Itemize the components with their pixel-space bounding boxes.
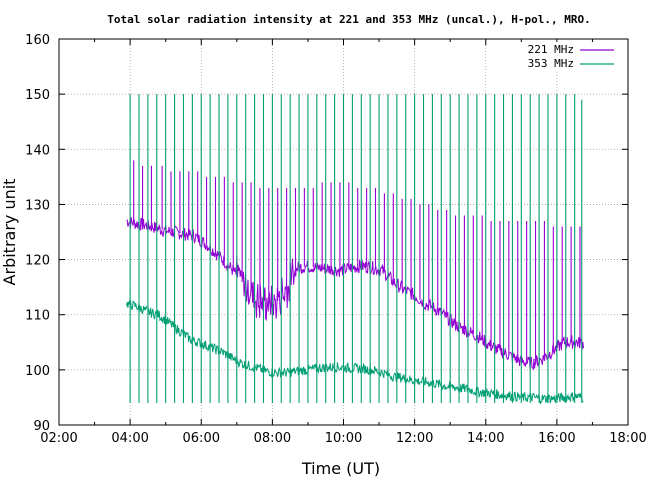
y-tick-label: 160 [25,33,50,48]
series-layer [126,94,584,405]
x-tick-label: 04:00 [111,431,148,446]
x-tick-label: 08:00 [254,431,291,446]
x-tick-label: 10:00 [325,431,362,446]
y-tick-label: 150 [25,88,50,103]
legend-background [520,42,624,70]
series-221-mhz [126,160,584,371]
y-tick-label: 110 [25,309,50,324]
series-line [126,217,584,371]
y-tick-label: 140 [25,143,50,158]
x-tick-label: 12:00 [396,431,433,446]
y-tick-label: 130 [25,198,50,213]
plot-frame [58,38,629,426]
x-tick-label: 06:00 [183,431,220,446]
legend: 221 MHz 353 MHz [520,42,624,70]
legend-label-221mhz: 221 MHz [528,43,574,56]
y-axis-label: Arbitrary unit [0,179,19,286]
chart-title: Total solar radiation intensity at 221 a… [107,13,590,26]
y-tick-label: 120 [25,254,50,269]
x-tick-label: 02:00 [40,431,77,446]
y-tick-label: 100 [25,364,50,379]
x-tick-label: 14:00 [467,431,504,446]
legend-label-353mhz: 353 MHz [528,57,574,70]
x-tick-label: 16:00 [538,431,575,446]
y-tick-label: 90 [33,419,50,434]
x-tick-label: 18:00 [609,431,646,446]
x-axis-label: Time (UT) [301,459,380,478]
series-353-mhz [126,94,584,405]
series-line [126,298,584,405]
